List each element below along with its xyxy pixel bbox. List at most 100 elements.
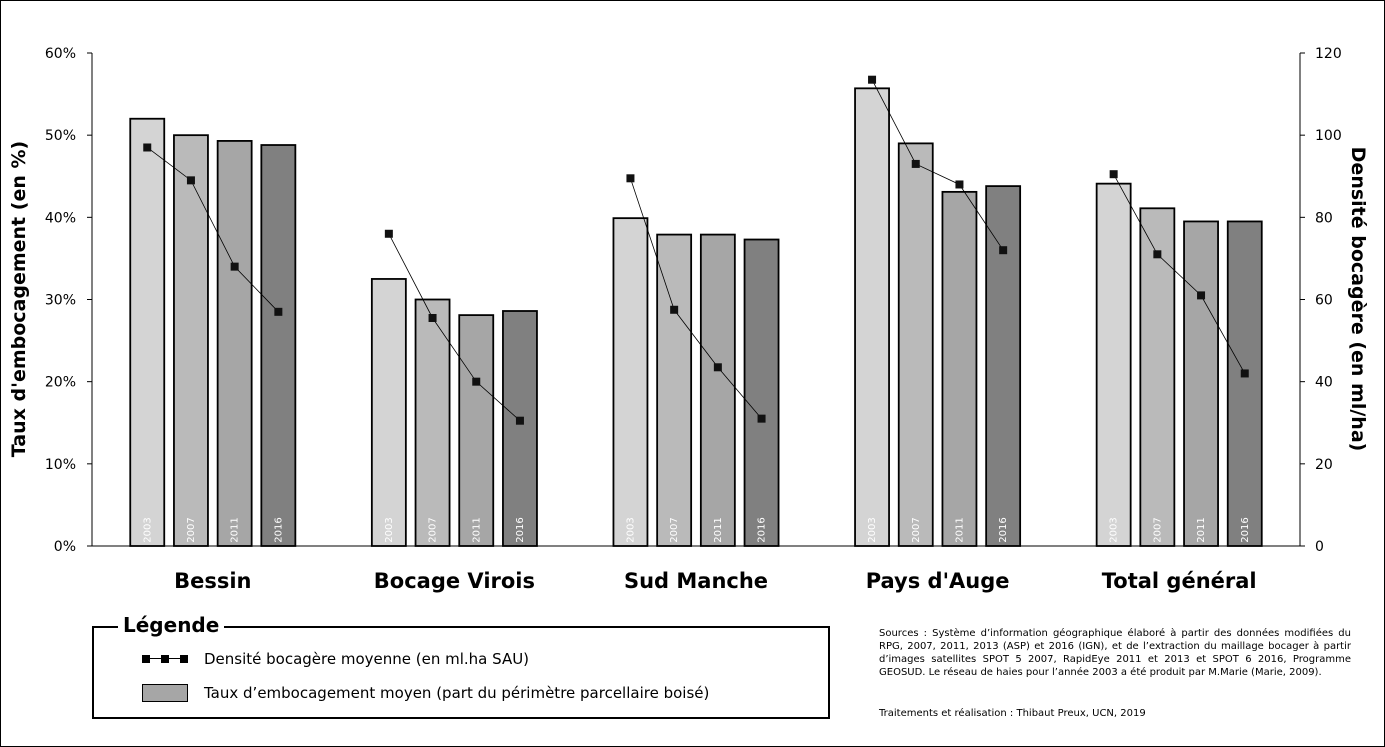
right-tick-label: 40 [1315, 375, 1333, 391]
bar-year-label: 2011 [1196, 517, 1207, 542]
density-point [1197, 291, 1206, 300]
bar [941, 190, 978, 547]
right-tick-label: 100 [1315, 128, 1342, 144]
bar-year-label: 2016 [273, 517, 284, 542]
density-point [868, 75, 877, 84]
density-point [143, 143, 152, 152]
density-line [630, 178, 762, 419]
right-tick-label: 0 [1315, 539, 1324, 555]
bar-year-label: 2011 [954, 517, 965, 542]
density-point [1240, 369, 1249, 378]
left-tick-label: 50% [45, 128, 76, 144]
bar [173, 134, 209, 547]
bar-year-label: 2011 [471, 517, 482, 542]
bar-year-label: 2016 [998, 517, 1009, 542]
category-label: Total général [1102, 569, 1257, 593]
bar [985, 185, 1022, 547]
legend-title: Légende [118, 613, 225, 637]
line-marker-icon [142, 653, 188, 665]
bar [502, 310, 538, 547]
left-tick-label: 0% [54, 539, 76, 555]
density-line [147, 147, 279, 313]
category-label: Sud Manche [624, 569, 768, 593]
right-tick-label: 20 [1315, 457, 1333, 473]
bar [743, 238, 780, 547]
legend: Légende Densité bocagère moyenne (en ml.… [92, 613, 830, 719]
bar-year-label: 2016 [515, 517, 526, 542]
density-point [274, 307, 283, 316]
bar [216, 140, 253, 547]
legend-item-rate: Taux d’embocagement moyen (part du périm… [142, 684, 709, 702]
bar-year-label: 2007 [428, 517, 439, 542]
density-point [626, 174, 635, 183]
density-point [999, 246, 1008, 255]
category-label: Bessin [174, 569, 251, 593]
bar [1139, 207, 1176, 547]
category-labels: Bessin Bocage Virois Sud Manche Pays d'Auge… [174, 569, 1257, 593]
right-tick-label: 60 [1315, 293, 1333, 309]
credits-text: Traitements et réalisation : Thibaut Pre… [879, 708, 1146, 719]
bar-year-label: 2016 [1240, 517, 1251, 542]
bar-series: 2003 2007 2011 2016 2003 2007 2011 2016 2003 2007… [129, 87, 1263, 547]
density-point [670, 305, 679, 314]
bar-year-label: 2007 [186, 517, 197, 542]
left-tick-label: 60% [45, 46, 76, 62]
density-point [1109, 170, 1118, 179]
bar-year-label: 2003 [384, 517, 395, 542]
bar [1095, 182, 1132, 547]
legend-label-density: Densité bocagère moyenne (en ml.ha SAU) [204, 650, 530, 668]
bar [897, 142, 934, 547]
bar-year-label: 2007 [911, 517, 922, 542]
density-line [1113, 174, 1246, 374]
bar [458, 314, 495, 547]
bar [612, 217, 649, 547]
density-point [230, 262, 239, 271]
right-axis: 0 20 40 60 80 100 120 [1299, 46, 1342, 555]
bar-year-label: 2016 [757, 517, 768, 542]
left-tick-label: 10% [45, 457, 76, 473]
bar-year-label: 2003 [625, 517, 636, 542]
density-point [472, 377, 481, 386]
bar [414, 298, 451, 547]
bar-swatch-icon [142, 684, 188, 702]
legend-item-density: Densité bocagère moyenne (en ml.ha SAU) [142, 650, 529, 668]
density-line [388, 233, 521, 421]
bar [1226, 220, 1263, 547]
bar [370, 278, 407, 547]
chart: 0% 10% 20% 30% 40% 50% 60% 0 20 40 60 80 100 120 200… [8, 46, 1369, 593]
density-point [515, 416, 524, 425]
density-point [428, 313, 437, 322]
category-label: Bocage Virois [374, 569, 535, 593]
bar-year-label: 2003 [142, 517, 153, 542]
bar-year-label: 2011 [230, 517, 241, 542]
density-point [911, 159, 920, 168]
density-line [871, 79, 1004, 251]
bar [129, 117, 166, 547]
left-tick-label: 20% [45, 375, 76, 391]
bar [656, 233, 693, 547]
legend-label-rate: Taux d’embocagement moyen (part du périm… [204, 684, 710, 702]
density-point [757, 414, 766, 423]
sources-text: Sources : Système d’information géograph… [879, 628, 1351, 678]
bar-year-label: 2007 [1152, 517, 1163, 542]
left-tick-label: 40% [45, 210, 76, 226]
bar-year-label: 2003 [1109, 517, 1120, 542]
density-point [384, 229, 393, 238]
left-tick-label: 30% [45, 293, 76, 309]
line-series [143, 75, 1249, 425]
bar [260, 144, 297, 547]
left-axis-title: Taux d'embocagement (en %) [8, 141, 30, 457]
right-axis-title: Densité bocagère (en ml/ha) [1347, 147, 1369, 452]
bar-year-label: 2003 [867, 517, 878, 542]
density-point [1153, 250, 1162, 259]
bar-year-label: 2007 [669, 517, 680, 542]
density-point [955, 180, 964, 189]
density-point [713, 363, 722, 372]
bar [1183, 220, 1219, 547]
bar-year-label: 2011 [713, 517, 724, 542]
category-label: Pays d'Auge [866, 569, 1010, 593]
right-tick-label: 120 [1315, 46, 1342, 62]
right-tick-label: 80 [1315, 210, 1333, 226]
density-point [186, 176, 195, 185]
bar [699, 233, 736, 547]
